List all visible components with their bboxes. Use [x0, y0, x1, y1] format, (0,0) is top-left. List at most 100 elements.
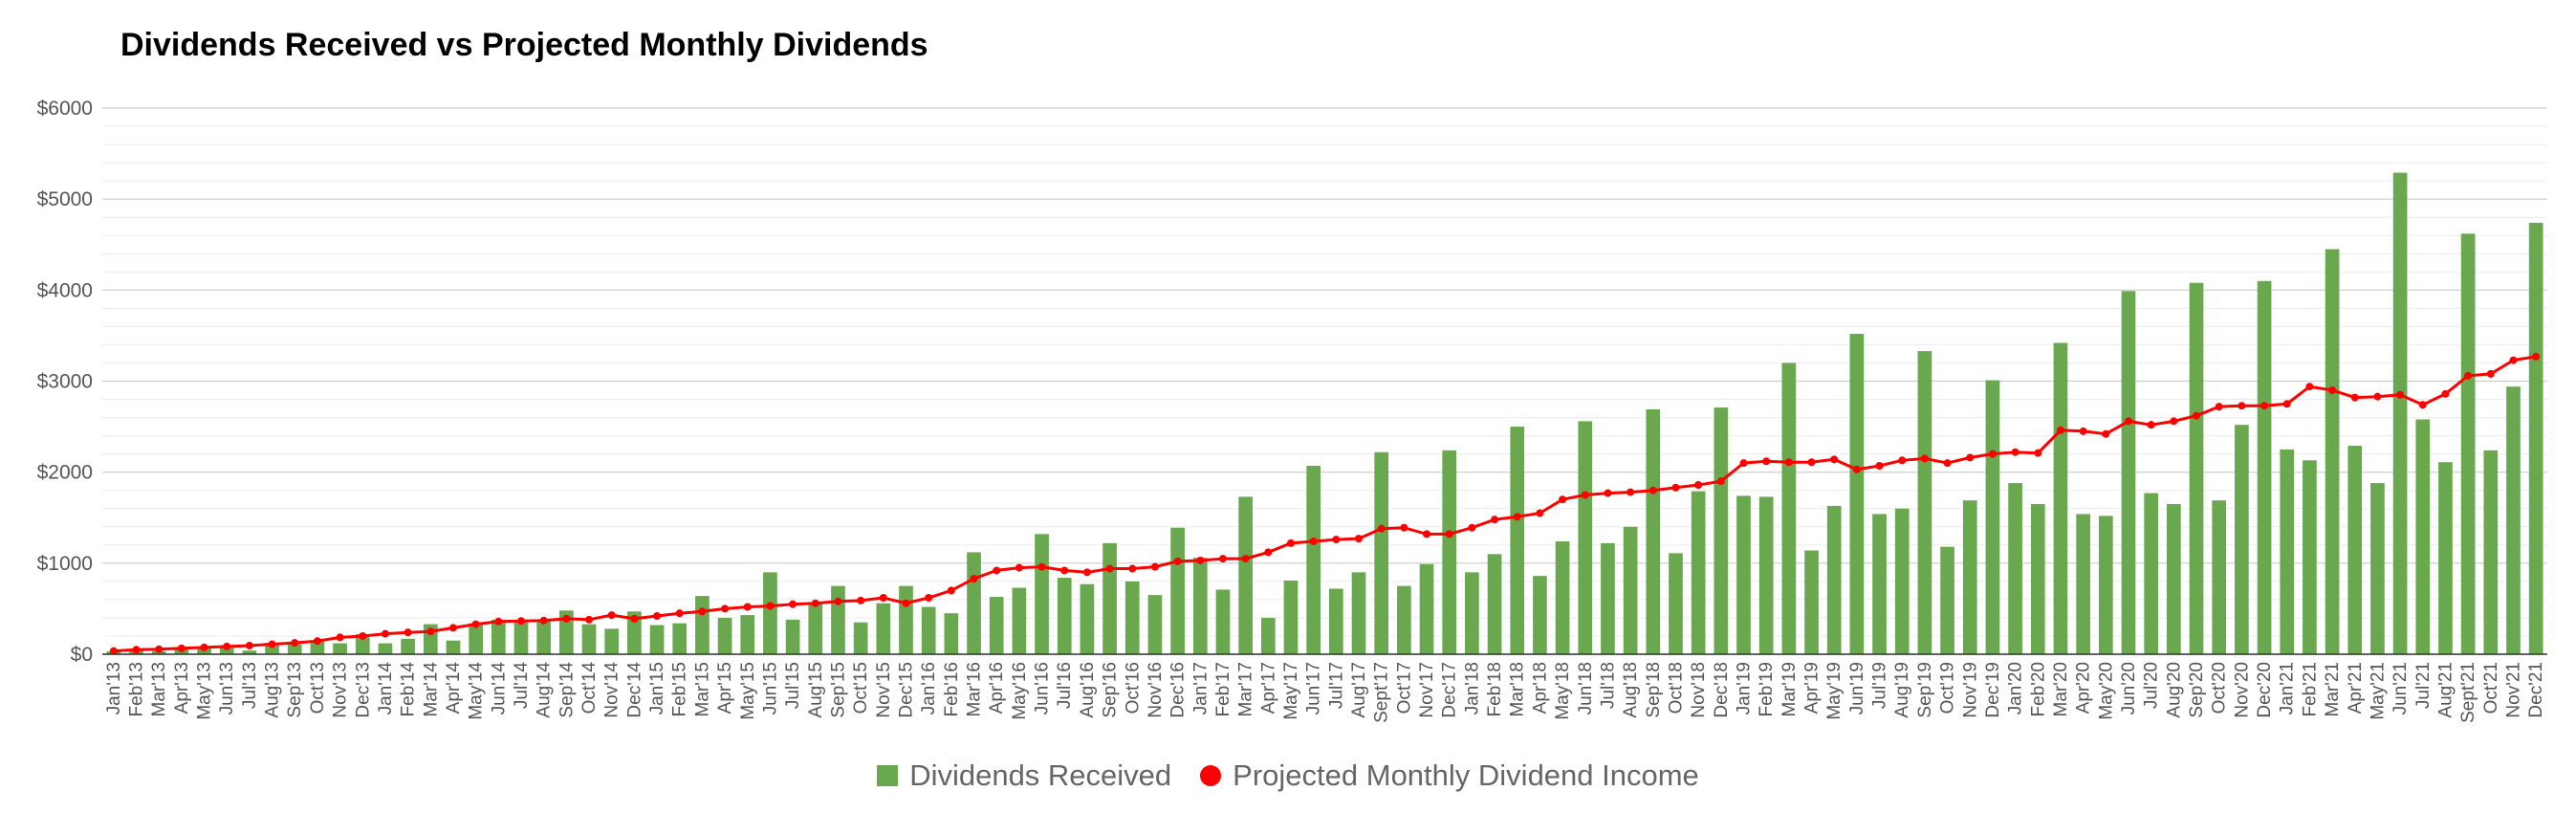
x-tick-label: Jan'19 [1735, 662, 1755, 714]
bar-Oct'16 [1124, 581, 1140, 654]
x-tick-label: Jun'21 [2390, 662, 2411, 714]
x-tick-label: Jul'16 [1055, 662, 1075, 709]
x-tick-label: Nov'17 [1417, 662, 1437, 718]
bar-May'19 [1826, 505, 1842, 654]
x-tick-label: Jan'18 [1462, 662, 1482, 714]
x-tick-label: Oct'15 [851, 662, 871, 714]
x-tick-label: Feb'20 [2028, 662, 2048, 717]
x-tick-label: Jul'21 [2413, 662, 2434, 709]
x-tick-label: Jul'14 [512, 662, 532, 709]
bar-Feb'15 [672, 623, 688, 654]
point-Jan'14 [381, 629, 389, 638]
point-May'19 [1830, 455, 1839, 464]
bar-Sep'21 [2460, 233, 2476, 654]
x-tick-label: Nov'19 [1960, 662, 1980, 718]
bar-Sep'16 [1102, 542, 1117, 654]
x-tick-label: Apr'21 [2346, 662, 2366, 714]
point-Sep'18 [1648, 486, 1657, 494]
x-tick-label: Sept'21 [2458, 662, 2478, 723]
point-Jun'17 [1309, 537, 1318, 545]
point-Oct'17 [1400, 523, 1408, 532]
x-tick-label: Apr'19 [1802, 662, 1823, 714]
y-axis-ticks: $0 $1000 $2000 $3000 $4000 $5000 $6000 [37, 98, 93, 666]
bar-Sep'19 [1917, 351, 1932, 654]
bar-Jan'14 [378, 643, 393, 654]
point-Sep'16 [1105, 564, 1114, 573]
x-tick-label: Aug'15 [806, 662, 826, 718]
point-Feb'17 [1218, 555, 1227, 563]
x-tick-label: Mar'13 [149, 662, 169, 716]
point-Jun'21 [2396, 390, 2405, 399]
bar-Dec'15 [899, 585, 913, 654]
x-tick-label: Sep'13 [285, 662, 305, 718]
point-Jul'14 [517, 617, 526, 626]
point-Jul'13 [245, 641, 253, 649]
bar-Jul'21 [2415, 419, 2431, 654]
x-tick-label: Feb'19 [1757, 662, 1777, 717]
x-tick-label: Nov'16 [1146, 662, 1166, 718]
point-Aug'13 [268, 640, 276, 648]
point-Jul'18 [1604, 489, 1612, 497]
x-tick-label: Oct'20 [2210, 662, 2230, 714]
bar-Apr'18 [1533, 576, 1547, 654]
point-Dec'19 [1988, 450, 1997, 458]
x-tick-label: Sep'19 [1915, 662, 1935, 718]
bar-Jul'19 [1872, 514, 1887, 654]
y-tick-label: $1000 [37, 553, 93, 575]
point-Aug'18 [1626, 488, 1635, 496]
bar-Oct'20 [2212, 500, 2227, 654]
point-Apr'14 [448, 624, 457, 632]
x-tick-label: Dec'20 [2255, 662, 2275, 718]
x-tick-label: Mar'20 [2051, 662, 2071, 716]
x-tick-label: Feb'21 [2300, 662, 2320, 717]
point-Nov'20 [2238, 402, 2246, 410]
bar-Jul'14 [513, 620, 529, 654]
bar-Jan'17 [1192, 558, 1208, 654]
point-Apr'21 [2350, 393, 2359, 402]
bar-Jan'16 [921, 606, 936, 654]
x-tick-label: Jun'20 [2119, 662, 2139, 714]
chart-title: Dividends Received vs Projected Monthly … [120, 27, 928, 63]
point-Jan'20 [2011, 448, 2019, 456]
point-Jul'17 [1332, 536, 1341, 544]
bar-Apr'20 [2076, 514, 2090, 654]
bar-Mar'15 [695, 596, 709, 654]
point-Jan'19 [1739, 459, 1748, 468]
point-Sep'14 [562, 614, 571, 623]
x-tick-label: Dec'17 [1440, 662, 1460, 718]
bar-Oct'13 [310, 641, 325, 654]
x-tick-label: Sep'20 [2187, 662, 2207, 718]
x-tick-label: Apr'14 [444, 662, 464, 714]
bar-Sep'13 [287, 644, 302, 654]
point-Nov'15 [879, 593, 887, 602]
point-Dec'21 [2532, 352, 2541, 361]
bar-Aug'21 [2438, 462, 2453, 654]
point-May'17 [1286, 538, 1295, 547]
x-tick-label: Jan'14 [376, 662, 396, 715]
bar-Nov'15 [876, 603, 891, 654]
point-Feb'15 [675, 609, 684, 618]
bar-Mar'16 [967, 552, 981, 654]
x-tick-label: Mar'14 [421, 662, 441, 717]
legend-bar-swatch [877, 765, 899, 786]
bar-Sep'18 [1646, 409, 1661, 654]
x-tick-label: Apr'15 [715, 662, 735, 714]
x-tick-label: May'18 [1553, 662, 1573, 720]
bar-Jun'19 [1849, 334, 1865, 654]
point-Dec'20 [2260, 402, 2269, 410]
y-tick-label: $0 [71, 644, 93, 666]
bar-Apr'15 [717, 617, 732, 654]
y-tick-label: $3000 [37, 371, 93, 393]
bar-May'20 [2098, 516, 2113, 654]
bar-Feb'20 [2030, 503, 2045, 654]
x-tick-label: Feb'17 [1213, 662, 1233, 717]
point-Oct'16 [1128, 564, 1137, 573]
point-Dec'14 [630, 614, 639, 623]
legend-dot-swatch [1200, 765, 1222, 786]
bar-Apr'16 [989, 597, 1004, 654]
bar-Dec'13 [355, 634, 370, 654]
x-tick-label: Nov'18 [1689, 662, 1709, 718]
bar-Sep'15 [831, 585, 845, 654]
bar-Jun'18 [1578, 421, 1593, 654]
